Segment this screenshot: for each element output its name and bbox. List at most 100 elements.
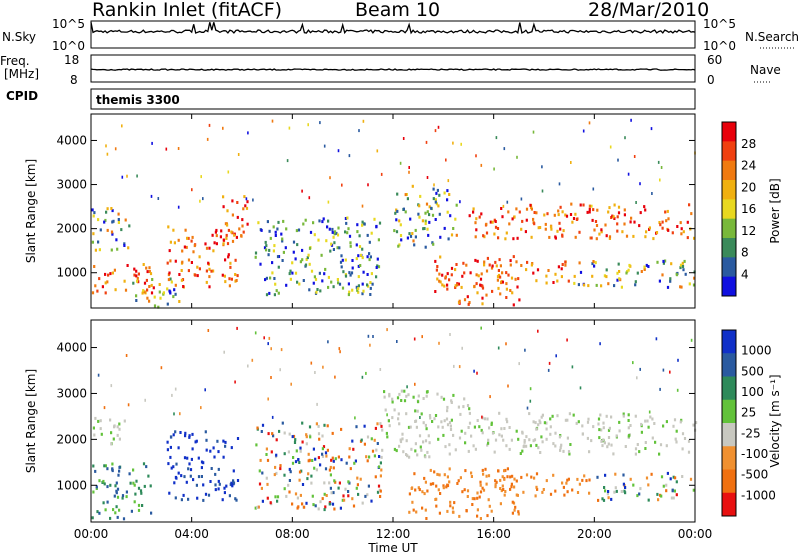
heatmap-cell (183, 456, 187, 460)
heatmap-cell (280, 232, 283, 236)
heatmap-cell (610, 216, 613, 219)
heatmap-cell (135, 294, 138, 298)
heatmap-cell (532, 439, 535, 443)
heatmap-cell (190, 261, 193, 264)
heatmap-cell (332, 235, 335, 239)
heatmap-cell (539, 451, 542, 454)
heatmap-cell (638, 492, 641, 496)
heatmap-cell (111, 209, 114, 213)
heatmap-cell (202, 483, 205, 487)
heatmap-cell (288, 432, 291, 436)
heatmap-cell (332, 285, 335, 289)
heatmap-noise-cell (650, 127, 653, 131)
heatmap-cell (381, 448, 384, 452)
heatmap-cell (471, 497, 474, 501)
heatmap-noise-cell (609, 145, 612, 149)
heatmap-noise-cell (177, 205, 180, 209)
heatmap-cell (222, 238, 225, 242)
heatmap-cell (435, 202, 438, 206)
heatmap-noise-cell (252, 198, 254, 202)
heatmap-cell (530, 206, 533, 209)
heatmap-cell (615, 489, 618, 493)
heatmap-cell (681, 475, 684, 478)
heatmap-cell (310, 269, 314, 273)
heatmap-cell (669, 277, 672, 281)
heatmap-noise-cell (365, 371, 367, 375)
heatmap-cell (640, 270, 643, 273)
heatmap-cell (437, 437, 440, 441)
heatmap-cell (394, 211, 397, 215)
heatmap-cell (274, 495, 277, 499)
heatmap-cell (330, 280, 333, 284)
heatmap-cell (533, 222, 536, 226)
heatmap-cell (288, 467, 291, 471)
heatmap-cell (226, 223, 229, 227)
heatmap-cell (378, 465, 381, 469)
heatmap-cell (369, 286, 372, 290)
heatmap-cell (225, 233, 228, 237)
heatmap-cell (516, 236, 519, 240)
heatmap-cell (530, 207, 533, 211)
heatmap-cell (143, 290, 146, 294)
heatmap-cell (283, 487, 286, 491)
heatmap-cell (212, 446, 215, 450)
heatmap-cell (567, 450, 571, 454)
heatmap-cell (559, 205, 562, 209)
heatmap-cell (337, 281, 340, 285)
heatmap-cell (429, 482, 432, 486)
heatmap-cell (137, 486, 141, 490)
heatmap-noise-cell (438, 341, 440, 345)
heatmap-cell (535, 211, 538, 215)
heatmap-cell (225, 484, 228, 488)
heatmap-cell (659, 223, 662, 227)
heatmap-cell (505, 271, 508, 275)
heatmap-cell (454, 448, 457, 452)
heatmap-cell (428, 205, 431, 209)
heatmap-cell (452, 510, 455, 514)
heatmap-cell (221, 498, 224, 502)
heatmap-cell (629, 424, 632, 427)
heatmap-cell (489, 220, 492, 224)
heatmap-cell (333, 232, 336, 236)
heatmap-cell (501, 215, 504, 219)
heatmap-noise-cell (337, 149, 340, 153)
heatmap-cell (620, 490, 623, 493)
heatmap-cell (283, 452, 286, 456)
heatmap-cell (533, 476, 536, 480)
heatmap-cell (143, 484, 146, 488)
heatmap-cell (110, 207, 113, 210)
heatmap-cell (198, 255, 201, 259)
heatmap-cell (579, 203, 582, 207)
heatmap-cell (357, 275, 360, 279)
heatmap-cell (545, 427, 548, 431)
heatmap-cell (294, 438, 297, 442)
heatmap-cell (407, 393, 410, 397)
heatmap-cell (505, 287, 508, 291)
heatmap-cell (355, 243, 358, 247)
heatmap-cell (676, 225, 679, 228)
heatmap-cell (474, 258, 477, 262)
heatmap-cell (505, 444, 508, 448)
heatmap-cell (639, 211, 642, 215)
nsky-trace (90, 22, 696, 35)
heatmap-cell (557, 265, 560, 269)
heatmap-cell (548, 235, 551, 239)
heatmap-noise-cell (497, 346, 500, 350)
heatmap-cell (594, 261, 597, 265)
heatmap-cell (466, 495, 469, 498)
heatmap-cell (598, 232, 601, 236)
heatmap-noise-cell (599, 342, 601, 346)
heatmap-cell (257, 221, 260, 225)
heatmap-cell (212, 269, 215, 273)
heatmap-cell (426, 210, 429, 214)
heatmap-cell (417, 212, 420, 216)
heatmap-cell (321, 434, 324, 438)
heatmap-cell (266, 220, 269, 224)
heatmap-cell (650, 472, 653, 476)
heatmap-cell (645, 263, 648, 267)
heatmap-cell (331, 431, 334, 435)
heatmap-cell (383, 395, 386, 399)
heatmap-cell (411, 184, 414, 188)
colorbar-tick-label: 20 (741, 180, 756, 194)
heatmap-cell (457, 282, 460, 286)
